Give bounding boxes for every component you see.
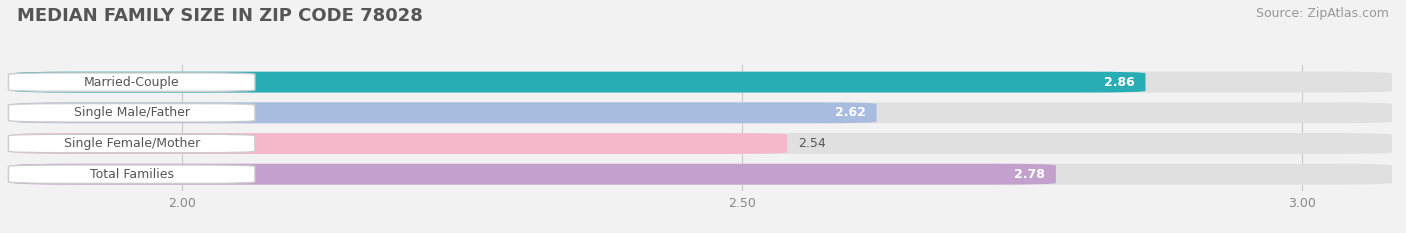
Text: 2.86: 2.86 <box>1104 76 1135 89</box>
Text: 2.62: 2.62 <box>835 106 866 119</box>
FancyBboxPatch shape <box>14 102 876 123</box>
Text: Total Families: Total Families <box>90 168 174 181</box>
Text: Source: ZipAtlas.com: Source: ZipAtlas.com <box>1256 7 1389 20</box>
FancyBboxPatch shape <box>14 102 1392 123</box>
FancyBboxPatch shape <box>8 134 254 153</box>
Text: Single Male/Father: Single Male/Father <box>73 106 190 119</box>
Text: MEDIAN FAMILY SIZE IN ZIP CODE 78028: MEDIAN FAMILY SIZE IN ZIP CODE 78028 <box>17 7 423 25</box>
FancyBboxPatch shape <box>8 165 254 183</box>
FancyBboxPatch shape <box>14 164 1056 185</box>
FancyBboxPatch shape <box>8 104 254 122</box>
FancyBboxPatch shape <box>14 72 1146 93</box>
FancyBboxPatch shape <box>14 133 1392 154</box>
Text: Married-Couple: Married-Couple <box>84 76 180 89</box>
FancyBboxPatch shape <box>14 164 1392 185</box>
FancyBboxPatch shape <box>8 73 254 91</box>
Text: 2.54: 2.54 <box>799 137 825 150</box>
Text: 2.78: 2.78 <box>1014 168 1045 181</box>
FancyBboxPatch shape <box>14 72 1392 93</box>
Text: Single Female/Mother: Single Female/Mother <box>63 137 200 150</box>
FancyBboxPatch shape <box>14 133 787 154</box>
